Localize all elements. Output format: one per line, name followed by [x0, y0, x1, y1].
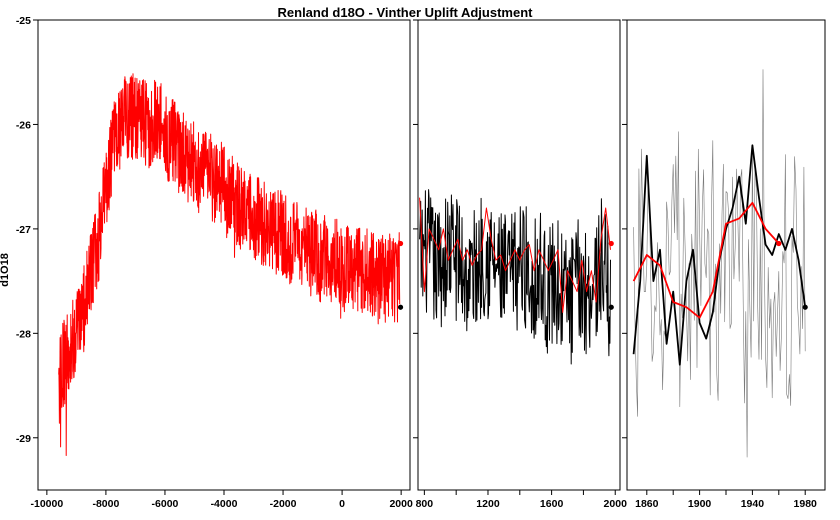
x-tick-label: -8000 [92, 498, 119, 510]
y-tick-label: -28 [16, 328, 31, 340]
end-point-marker [608, 304, 614, 310]
end-point-marker [776, 240, 782, 247]
x-tick-label: 2000 [389, 498, 413, 510]
x-tick-label: -4000 [211, 498, 238, 510]
series-line [58, 73, 401, 456]
series-line [633, 69, 806, 458]
x-tick-label: 1900 [688, 498, 712, 510]
x-tick-label: 1200 [476, 498, 500, 510]
series-line [419, 189, 611, 365]
panel-millennium: 800 1200 1600 2000 [413, 19, 628, 510]
x-tick-label: -10000 [31, 498, 64, 510]
x-tick-label: -6000 [152, 498, 179, 510]
y-tick-label: -26 [16, 119, 31, 131]
x-tick-label: -2000 [270, 498, 297, 510]
x-tick-label: 1600 [540, 498, 564, 510]
y-tick-label: -27 [16, 224, 31, 236]
plot-area [632, 69, 808, 458]
y-axis: -29 -28 -27 -26 -25 [16, 15, 38, 445]
x-tick-label: 1940 [741, 498, 765, 510]
plot-area [58, 73, 404, 456]
panel-frame [417, 19, 621, 491]
x-tick-label: 1980 [794, 498, 818, 510]
end-point-marker [802, 304, 808, 310]
y-axis-label: d1O18 [0, 253, 11, 287]
series-line [632, 201, 780, 319]
plot-area [419, 189, 614, 365]
x-tick-label: 1860 [635, 498, 659, 510]
end-point-marker [397, 304, 404, 310]
end-point-marker [397, 240, 404, 247]
series-line [419, 197, 611, 313]
x-tick-label: 2000 [604, 498, 628, 510]
panel-holocene: -10000 -8000 -6000 -4000 -2000 0 2000 [31, 19, 413, 510]
panel-frame [626, 19, 826, 491]
panel-instrumental: 1860 1900 1940 1980 [622, 19, 826, 510]
end-point-marker [608, 240, 614, 247]
x-tick-label: 800 [416, 498, 434, 510]
y-tick-label: -29 [16, 433, 31, 445]
chart-title: Renland d18O - Vinther Uplift Adjustment [278, 5, 534, 20]
y-tick-label: -25 [16, 15, 31, 27]
x-tick-label: 0 [339, 498, 345, 510]
